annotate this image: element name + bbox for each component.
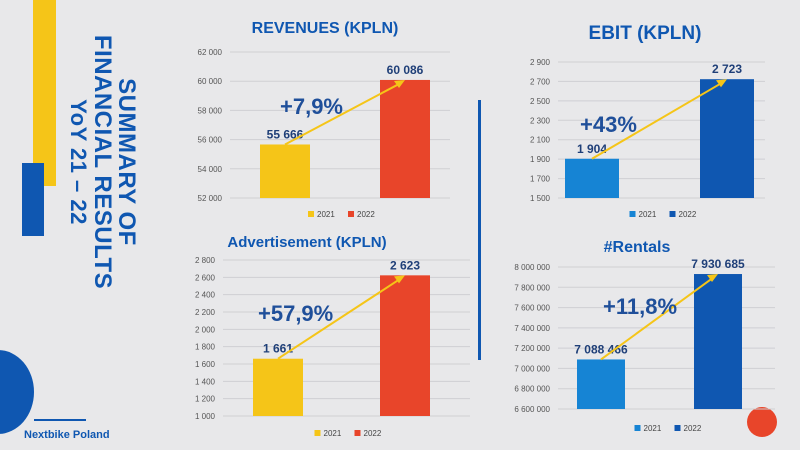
red-decorative-circle	[747, 407, 777, 437]
chart-1-legend-label: 2022	[679, 210, 697, 219]
chart-3-value-label: 7 930 685	[691, 257, 745, 271]
chart-1-growth-label: +43%	[580, 112, 637, 137]
footer-brand: Nextbike Poland	[24, 429, 110, 441]
chart-1-y-tick-label: 1 700	[530, 175, 551, 184]
chart-1-legend-label: 2021	[639, 210, 657, 219]
chart-3-y-tick-label: 7 800 000	[514, 283, 550, 292]
chart-0-y-tick-label: 58 000	[198, 106, 223, 115]
chart-1-trend-line	[591, 81, 724, 160]
chart-1-bar-2021	[565, 158, 619, 198]
chart-2-y-tick-label: 2 400	[195, 291, 216, 300]
chart-3-y-tick-label: 7 200 000	[514, 344, 550, 353]
chart-3-value-label: 7 088 466	[574, 342, 628, 356]
revenues-chart: REVENUES (KPLN) 52 000 54 000 56 000 58 000 6…	[198, 20, 450, 219]
chart-3-y-tick-label: 6 600 000	[514, 405, 550, 414]
chart-1-y-tick-label: 2 700	[530, 77, 551, 86]
chart-0-trend-line	[284, 82, 402, 146]
side-title-line-2: FINANCIAL RESULTS	[89, 34, 116, 290]
side-title-line-3: YoY 21 – 22	[66, 99, 91, 225]
chart-3-y-tick-label: 7 000 000	[514, 364, 550, 373]
chart-2-value-label: 2 623	[390, 258, 420, 272]
chart-0-y-tick-label: 54 000	[198, 165, 223, 174]
chart-0-legend-swatch	[308, 211, 314, 217]
chart-2-y-tick-label: 2 800	[195, 256, 216, 265]
chart-2-trend-arrowhead	[394, 275, 405, 284]
chart-1-value-label: 2 723	[712, 62, 742, 76]
chart-3-legend-label: 2021	[644, 424, 662, 433]
chart-1-y-tick-label: 2 100	[530, 136, 551, 145]
chart-0-value-label: 60 086	[387, 63, 424, 77]
chart-0-legend-label: 2022	[357, 210, 375, 219]
chart-2-y-tick-label: 2 000	[195, 325, 216, 334]
chart-3-trend-arrowhead	[707, 274, 718, 283]
chart-0-bar-2022	[380, 79, 430, 198]
chart-1-y-tick-label: 2 300	[530, 116, 551, 125]
chart-2-bar-2022	[380, 275, 430, 416]
chart-3-legend-swatch	[634, 425, 641, 431]
chart-0-title: REVENUES (KPLN)	[252, 20, 399, 37]
chart-2-growth-label: +57,9%	[258, 301, 333, 326]
side-title-line-1: SUMMARY OF	[113, 78, 140, 246]
chart-1-y-tick-label: 2 900	[530, 58, 551, 67]
blue-accent-bar	[22, 163, 44, 236]
side-title: SUMMARY OF FINANCIAL RESULTS YoY 21 – 22	[66, 2, 140, 322]
chart-2-y-tick-label: 1 000	[195, 412, 216, 421]
advertisement-chart: Advertisement (KPLN) 1 000 1 200 1 400 1 600…	[195, 234, 470, 438]
chart-0-legend-swatch	[348, 211, 354, 217]
chart-2-legend-swatch	[354, 430, 361, 436]
chart-2-y-tick-label: 1 400	[195, 377, 216, 386]
chart-1-value-label: 1 904	[577, 142, 607, 156]
chart-1-legend-swatch	[629, 211, 636, 217]
chart-3-y-tick-label: 6 800 000	[514, 385, 550, 394]
chart-0-value-label: 55 666	[267, 127, 304, 141]
chart-0-y-tick-label: 56 000	[198, 136, 223, 145]
chart-3-bar-2021	[577, 359, 625, 409]
yellow-accent-bar	[33, 0, 56, 186]
rentals-chart: #Rentals 6 600 000 6 800 000 7 000 000 7 200…	[514, 239, 775, 433]
chart-3-trend-line	[600, 276, 715, 361]
chart-1-legend-swatch	[669, 211, 676, 217]
chart-0-y-tick-label: 52 000	[198, 194, 223, 203]
chart-2-y-tick-label: 2 200	[195, 308, 216, 317]
chart-2-y-tick-label: 1 800	[195, 343, 216, 352]
chart-2-title: Advertisement (KPLN)	[227, 234, 386, 251]
ebit-chart: EBIT (KPLN) 1 500 1 700 1 900 2 100 2 300 2 50…	[530, 23, 765, 219]
chart-3-y-tick-label: 7 600 000	[514, 304, 550, 313]
chart-3-y-tick-label: 7 400 000	[514, 324, 550, 333]
chart-2-value-label: 1 661	[263, 342, 293, 356]
chart-0-legend-label: 2021	[317, 210, 335, 219]
chart-0-y-tick-label: 62 000	[198, 48, 223, 57]
chart-0-growth-label: +7,9%	[280, 94, 343, 119]
chart-2-legend-label: 2022	[364, 429, 382, 438]
chart-2-legend-swatch	[314, 430, 321, 436]
chart-1-title: EBIT (KPLN)	[589, 23, 702, 44]
chart-3-legend-label: 2022	[684, 424, 702, 433]
chart-1-y-tick-label: 1 900	[530, 155, 551, 164]
chart-2-y-tick-label: 1 600	[195, 360, 216, 369]
chart-1-y-tick-label: 2 500	[530, 97, 551, 106]
chart-0-trend-arrowhead	[394, 79, 405, 88]
chart-3-title: #Rentals	[604, 239, 671, 256]
chart-0-y-tick-label: 60 000	[198, 77, 223, 86]
chart-2-y-tick-label: 1 200	[195, 395, 216, 404]
center-divider	[478, 100, 481, 360]
chart-1-y-tick-label: 1 500	[530, 194, 551, 203]
chart-2-y-tick-label: 2 600	[195, 273, 216, 282]
chart-2-legend-label: 2021	[324, 429, 342, 438]
chart-1-bar-2022	[700, 79, 754, 198]
chart-3-bar-2022	[694, 274, 742, 409]
footer-line	[34, 419, 86, 421]
blue-decorative-circle	[0, 350, 34, 434]
chart-3-y-tick-label: 8 000 000	[514, 263, 550, 272]
chart-2-trend-line	[277, 277, 402, 360]
chart-3-legend-swatch	[674, 425, 681, 431]
chart-0-bar-2021	[260, 144, 310, 198]
chart-2-bar-2021	[253, 358, 303, 416]
chart-3-growth-label: +11,8%	[603, 294, 677, 319]
chart-1-trend-arrowhead	[716, 79, 727, 88]
